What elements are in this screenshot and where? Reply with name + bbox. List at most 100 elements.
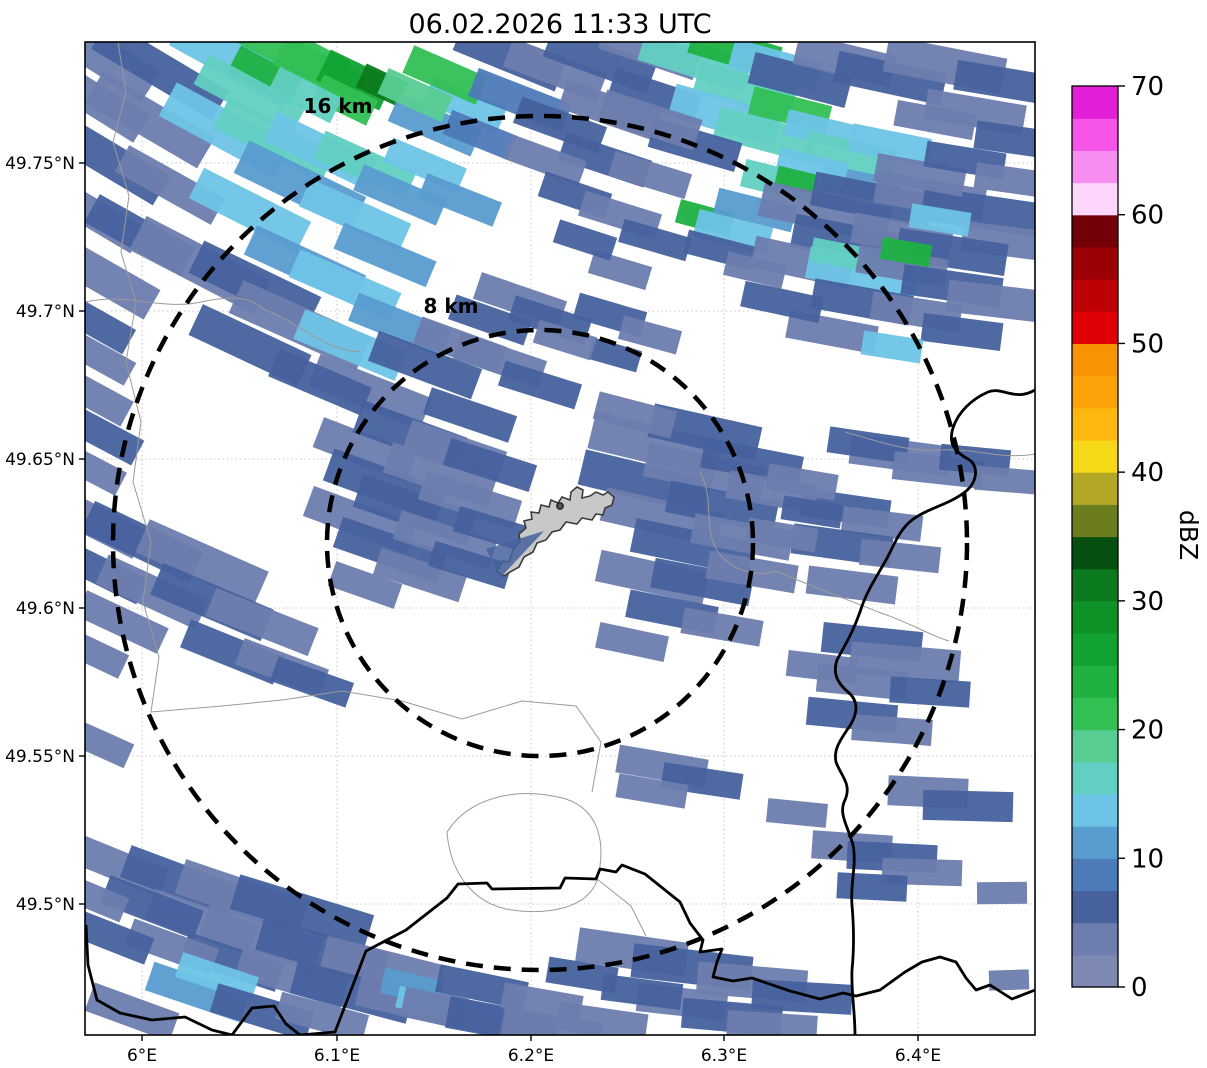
colorbar-segment bbox=[1072, 729, 1118, 763]
colorbar-segment bbox=[1072, 858, 1118, 892]
echo-cell bbox=[587, 249, 653, 291]
colorbar-segment bbox=[1072, 246, 1118, 280]
echo-cell bbox=[922, 789, 1014, 823]
colorbar-tick-label: 40 bbox=[1131, 458, 1164, 488]
map-lines-layer bbox=[85, 42, 1035, 1035]
echo-cell bbox=[372, 547, 468, 603]
colorbar-segment bbox=[1072, 793, 1118, 827]
colorbar-segment bbox=[1072, 826, 1118, 859]
echo-cell bbox=[85, 324, 137, 386]
echo-cell bbox=[747, 51, 853, 109]
echo-cell bbox=[333, 222, 437, 288]
echo-cell bbox=[858, 538, 942, 574]
echo-cell bbox=[442, 437, 538, 493]
admin-boundary-path bbox=[844, 431, 1035, 457]
echo-cell bbox=[953, 59, 1035, 105]
echo-cell bbox=[85, 363, 134, 427]
echo-cell bbox=[780, 495, 844, 529]
colorbar-segment bbox=[1072, 182, 1118, 216]
echo-cell bbox=[298, 178, 412, 252]
echo-cell bbox=[500, 1007, 604, 1035]
x-axis-tick-label: 6.3°E bbox=[701, 1046, 747, 1064]
colorbar-segment bbox=[1072, 600, 1118, 634]
echo-cell bbox=[805, 565, 899, 605]
y-axis-tick-label: 49.5°N bbox=[16, 895, 75, 915]
echo-cell bbox=[229, 874, 375, 950]
echo-cell bbox=[809, 171, 935, 229]
colorbar-segment bbox=[1072, 279, 1118, 312]
echo-cell bbox=[377, 67, 453, 123]
colorbar: 0 10 20 30 40 50 60 70 dBZ bbox=[1071, 72, 1203, 1003]
colorbar-segment bbox=[1072, 311, 1118, 345]
echo-cell bbox=[908, 203, 972, 237]
echo-cell bbox=[268, 348, 372, 416]
echo-cell bbox=[135, 519, 269, 605]
echo-cell bbox=[418, 173, 502, 227]
colorbar-tick-label: 10 bbox=[1131, 844, 1164, 874]
echo-cell bbox=[383, 137, 467, 193]
echo-cell bbox=[99, 875, 205, 939]
echo-cell bbox=[274, 991, 370, 1035]
echo-cell bbox=[555, 1001, 649, 1035]
echo-cell bbox=[848, 123, 932, 167]
x-axis-tick-label: 6.2°E bbox=[508, 1046, 554, 1064]
colorbar-segment bbox=[1072, 504, 1118, 538]
admin-boundary-path bbox=[596, 878, 647, 937]
echo-cell bbox=[595, 622, 669, 662]
echo-cell bbox=[327, 561, 403, 609]
y-axis-tick-label: 49.6°N bbox=[16, 599, 75, 619]
echo-cell bbox=[607, 150, 693, 200]
colorbar-segment bbox=[1072, 343, 1118, 377]
y-axis-tick-label: 49.75°N bbox=[5, 154, 75, 174]
echo-cell bbox=[895, 227, 1009, 277]
echo-cell bbox=[836, 872, 908, 902]
echo-cell bbox=[712, 106, 818, 164]
city-polygon bbox=[495, 486, 615, 577]
colorbar-segment bbox=[1072, 375, 1118, 409]
range-ring-8km bbox=[324, 327, 756, 759]
echo-cell bbox=[802, 130, 898, 180]
colorbar-segment bbox=[1072, 890, 1118, 924]
city-marker-dot bbox=[556, 502, 564, 510]
echo-cell bbox=[765, 798, 829, 828]
echo-cell bbox=[945, 279, 1035, 325]
echo-cell bbox=[188, 167, 312, 253]
colorbar-segment bbox=[1072, 922, 1118, 956]
echo-cell bbox=[422, 387, 518, 443]
echo-cells-layer bbox=[85, 42, 1035, 1035]
echo-cell bbox=[826, 426, 910, 464]
echo-cell bbox=[973, 120, 1035, 160]
colorbar-segment bbox=[1072, 118, 1118, 151]
echo-cell bbox=[920, 313, 1004, 351]
colorbar-tick-label: 30 bbox=[1131, 587, 1164, 617]
echo-cell bbox=[889, 676, 971, 708]
colorbar-segment bbox=[1072, 954, 1118, 988]
echo-cell bbox=[920, 186, 1035, 238]
echo-cell bbox=[976, 881, 1028, 905]
echo-cell bbox=[267, 66, 343, 124]
echo-cell bbox=[923, 88, 1027, 136]
echo-cell bbox=[85, 440, 128, 496]
colorbar-segment bbox=[1072, 536, 1118, 570]
ring-label-16km: 16 km bbox=[304, 94, 373, 118]
colorbar-segment bbox=[1072, 150, 1118, 184]
echo-cell bbox=[597, 89, 703, 151]
echo-cell bbox=[552, 219, 618, 261]
echo-cell bbox=[587, 337, 643, 373]
y-axis: 49.75°N 49.7°N 49.65°N 49.6°N 49.55°N 49.5°N bbox=[5, 154, 85, 915]
colorbar-segment bbox=[1072, 439, 1118, 473]
echo-cell bbox=[592, 391, 678, 439]
echo-cell bbox=[205, 587, 319, 657]
colorbar-segment bbox=[1072, 214, 1118, 248]
echo-cell bbox=[497, 360, 583, 410]
admin-boundary-path bbox=[446, 793, 602, 912]
echo-cell bbox=[85, 982, 180, 1035]
echo-cell bbox=[893, 99, 977, 141]
echo-cell bbox=[832, 50, 948, 106]
echo-cell bbox=[387, 93, 483, 157]
y-axis-tick-label: 49.55°N bbox=[5, 747, 75, 767]
echo-cell bbox=[269, 656, 355, 708]
echo-cell bbox=[85, 230, 161, 320]
